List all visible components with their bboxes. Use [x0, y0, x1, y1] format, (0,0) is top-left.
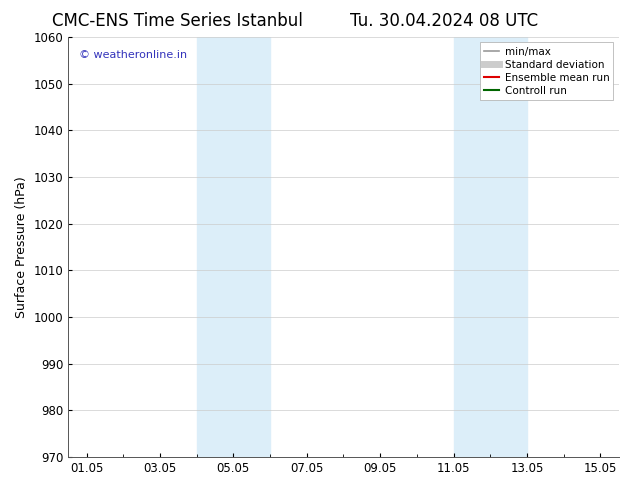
Bar [453, 37, 527, 457]
Bar [197, 37, 270, 457]
Text: CMC-ENS Time Series Istanbul: CMC-ENS Time Series Istanbul [52, 12, 303, 30]
Y-axis label: Surface Pressure (hPa): Surface Pressure (hPa) [15, 176, 28, 318]
Text: © weatheronline.in: © weatheronline.in [79, 50, 187, 60]
Legend: min/max, Standard deviation, Ensemble mean run, Controll run: min/max, Standard deviation, Ensemble me… [479, 42, 614, 100]
Text: Tu. 30.04.2024 08 UTC: Tu. 30.04.2024 08 UTC [350, 12, 538, 30]
